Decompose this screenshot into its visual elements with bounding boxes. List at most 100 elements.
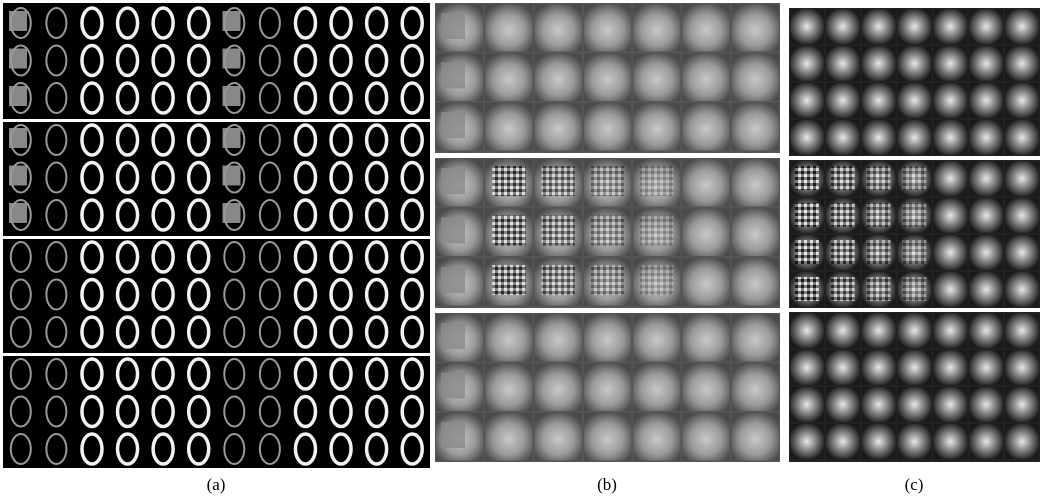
digit-tile xyxy=(293,394,318,429)
occlusion-patch xyxy=(441,168,465,194)
face-tile xyxy=(633,314,681,362)
digit-tile xyxy=(293,357,318,391)
digit-tile xyxy=(151,240,175,274)
digit-tile xyxy=(223,199,246,231)
digit-tile xyxy=(969,272,1004,307)
noise-patch xyxy=(795,203,819,227)
face-tile xyxy=(534,413,582,461)
digit-tile xyxy=(969,120,1004,155)
digit-tile xyxy=(223,395,246,428)
panel-label: (c) xyxy=(905,475,924,494)
digit-tile xyxy=(258,241,281,273)
digit-tile xyxy=(80,277,104,312)
digit-tile xyxy=(825,387,860,422)
digit-tile xyxy=(933,120,968,155)
digit-tile xyxy=(400,160,424,195)
face-tile xyxy=(534,363,582,411)
digit-tile xyxy=(258,44,281,77)
digit-tile xyxy=(861,120,896,155)
noise-patch xyxy=(492,265,526,295)
noise-patch xyxy=(866,240,891,264)
digit-tile xyxy=(151,123,175,157)
digit-tile xyxy=(80,81,104,115)
digit-tile xyxy=(223,316,246,348)
digit-tile xyxy=(329,160,353,195)
noise-patch xyxy=(492,166,526,196)
occlusion-patch xyxy=(222,165,241,186)
digit-tile xyxy=(9,124,32,156)
digit-tile xyxy=(897,350,932,385)
separator xyxy=(3,353,430,356)
digit-tile xyxy=(825,424,860,459)
digit-tile xyxy=(1005,83,1039,118)
digit-tile xyxy=(151,6,175,40)
face-tile xyxy=(633,363,681,411)
digit-tile xyxy=(80,357,104,391)
face-tile xyxy=(731,53,779,101)
face-tile xyxy=(731,159,779,207)
digit-tile xyxy=(80,240,104,274)
face-tile xyxy=(731,314,779,362)
digit-tile xyxy=(80,432,104,466)
noise-patch xyxy=(866,203,891,227)
digit-tile xyxy=(186,198,211,232)
digit-tile xyxy=(400,394,424,429)
digit-tile xyxy=(329,432,353,466)
occlusion-patch xyxy=(222,86,241,106)
face-tile xyxy=(731,413,779,461)
face-tile xyxy=(583,53,632,101)
digit-tile xyxy=(9,241,32,273)
noise-patch xyxy=(795,240,819,264)
digit-tile xyxy=(258,278,281,311)
digit-tile xyxy=(223,124,246,156)
digit-tile xyxy=(151,357,175,391)
face-tile xyxy=(485,53,533,101)
occlusion-patch xyxy=(222,48,241,69)
noise-patch xyxy=(830,277,855,301)
digit-tile xyxy=(329,6,353,40)
digit-tile xyxy=(364,123,389,157)
face-tile xyxy=(682,159,730,207)
occlusion-patch xyxy=(222,203,241,223)
digit-tile xyxy=(933,235,968,270)
occlusion-patch xyxy=(9,86,27,106)
digit-tile xyxy=(45,82,68,114)
digit-tile xyxy=(1005,9,1039,44)
digit-tile xyxy=(364,277,389,312)
face-tile xyxy=(534,314,582,362)
digit-tile xyxy=(400,198,424,232)
digit-tile xyxy=(969,350,1004,385)
noise-patch xyxy=(541,166,575,196)
noise-patch xyxy=(795,166,819,190)
digit-tile xyxy=(80,198,104,232)
digit-tile xyxy=(364,315,389,349)
digit-tile xyxy=(329,198,353,232)
face-tile xyxy=(633,413,681,461)
digit-tile xyxy=(9,44,32,77)
digit-tile xyxy=(861,424,896,459)
digit-tile xyxy=(1005,424,1039,459)
digit-tile xyxy=(151,432,175,466)
digit-tile xyxy=(400,6,424,40)
noise-patch xyxy=(830,166,855,190)
separator xyxy=(3,119,430,122)
digit-tile xyxy=(897,120,932,155)
digit-tile xyxy=(186,315,211,349)
occlusion-patch xyxy=(441,217,465,244)
digit-tile xyxy=(186,81,211,115)
face-tile xyxy=(633,53,681,101)
noise-patch xyxy=(902,203,927,227)
noise-patch xyxy=(640,215,674,246)
face-tile xyxy=(682,363,730,411)
noise-patch xyxy=(902,166,927,190)
digit-tile xyxy=(9,395,32,428)
digit-tile xyxy=(258,316,281,348)
digit-tile xyxy=(329,394,353,429)
face-tile xyxy=(682,53,730,101)
digit-tile xyxy=(400,357,424,391)
digit-tile xyxy=(258,358,281,390)
digit-tile xyxy=(293,6,318,40)
digit-tile xyxy=(861,83,896,118)
digit-tile xyxy=(933,272,968,307)
face-tile xyxy=(731,208,779,256)
